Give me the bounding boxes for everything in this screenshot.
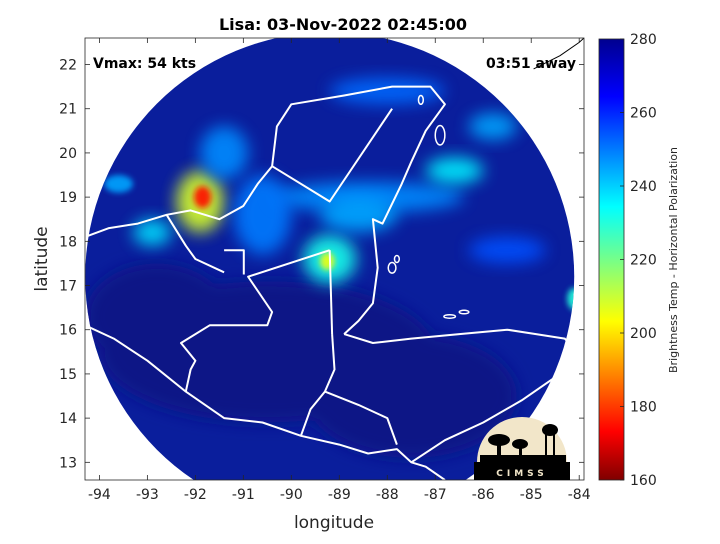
brightness-feature-8 — [104, 175, 133, 193]
colorbar-tick-label: 180 — [630, 400, 657, 416]
x-tick-label: -93 — [136, 487, 159, 503]
land-cold-area-2 — [85, 263, 229, 370]
brightness-feature-6 — [233, 175, 292, 255]
x-axis-label: longitude — [294, 513, 374, 533]
y-tick-label: 14 — [59, 411, 77, 427]
x-tick-label: -84 — [568, 487, 591, 503]
colorbar-tick-label: 160 — [630, 473, 657, 489]
y-tick-label: 13 — [59, 455, 77, 471]
x-tick-label: -88 — [376, 487, 399, 503]
x-tick-label: -87 — [424, 487, 447, 503]
colorbar-tick-label: 280 — [630, 32, 657, 48]
brightness-feature-4 — [272, 181, 465, 213]
colorbar-tick-label: 240 — [630, 179, 657, 195]
coastline-gulf-coast — [85, 165, 273, 238]
coastline-hn-ni-border — [410, 372, 584, 464]
y-axis-label: latitude — [32, 226, 52, 291]
colorbar-tick-label: 220 — [630, 253, 657, 269]
x-tick-label: -91 — [232, 487, 255, 503]
island-2 — [443, 313, 457, 319]
logo-silhouette — [480, 424, 566, 462]
brightness-feature-5 — [425, 157, 484, 184]
coastline-honduras-coast — [343, 328, 584, 362]
brightness-feature-11 — [329, 77, 445, 105]
coastline-campeche-yucatan-border — [271, 108, 393, 203]
colorbar-tick-label: 200 — [630, 326, 657, 342]
cimss-logo: CIMSS — [474, 417, 570, 480]
y-tick-label: 20 — [59, 146, 77, 162]
island-3 — [458, 309, 470, 315]
y-tick-label: 17 — [59, 279, 77, 295]
y-axis-ticks: 13 14 15 16 17 18 19 20 21 22 — [59, 58, 584, 471]
coastline-mx-gt-border — [180, 249, 331, 392]
island-5 — [393, 254, 401, 264]
coastline-cuba — [533, 38, 584, 70]
land-cold-region — [85, 263, 517, 458]
coastline-hn-sv-border — [324, 390, 398, 445]
y-tick-label: 18 — [59, 234, 77, 250]
y-tick-label: 22 — [59, 58, 77, 74]
logo-bar — [474, 462, 570, 480]
brightness-feature-3 — [320, 252, 335, 271]
x-tick-label: -89 — [328, 487, 351, 503]
coastline-mx-border-north — [224, 249, 245, 275]
island-0 — [434, 124, 446, 146]
brightness-feature-14 — [468, 236, 546, 264]
x-tick-label: -85 — [520, 487, 543, 503]
plot-area: -94 -93 -92 -91 -90 -89 -88 -87 -86 -85 -84 13 14 15… — [32, 15, 591, 533]
logo-text: CIMSS — [496, 469, 547, 479]
colorbar: 160 180 200 220 240 260 280 Brightness Temp - … — [598, 32, 680, 489]
island-4 — [387, 261, 397, 274]
brightness-feature-12 — [200, 126, 249, 180]
y-tick-label: 16 — [59, 323, 77, 339]
coastline-gt-bz-border — [328, 250, 334, 335]
brightness-feature-10 — [320, 197, 397, 233]
brightness-feature-7 — [132, 219, 172, 246]
coastlines — [85, 38, 584, 480]
colorbar-gradient — [598, 38, 625, 481]
coastline-gulf-border — [165, 214, 225, 274]
island-1 — [417, 94, 425, 106]
chart-title: Lisa: 03-Nov-2022 02:45:00 — [219, 15, 467, 34]
colorbar-tick-label: 260 — [630, 106, 657, 122]
x-axis-ticks: -94 -93 -92 -91 -90 -89 -88 -87 -86 -85 -84 — [88, 38, 591, 503]
brightness-feature-9 — [468, 113, 517, 140]
y-tick-label: 15 — [59, 367, 77, 383]
axes-frame — [84, 37, 585, 481]
time-away-label: 03:51 away — [486, 56, 576, 72]
x-tick-label: -90 — [280, 487, 303, 503]
brightness-feature-13 — [567, 287, 575, 310]
y-tick-label: 19 — [59, 190, 77, 206]
coastline-yucatan — [271, 85, 446, 335]
vmax-label: Vmax: 54 kts — [93, 56, 196, 72]
colorbar-ticks: 160 180 200 220 240 260 280 — [620, 32, 657, 489]
y-tick-label: 21 — [59, 102, 77, 118]
colorbar-label: Brightness Temp - Horizontal Polarizatio… — [667, 147, 680, 373]
x-tick-label: -86 — [472, 487, 495, 503]
brightness-feature-1 — [193, 186, 212, 209]
land-cold-area-1 — [305, 334, 517, 458]
x-tick-label: -94 — [88, 487, 111, 503]
x-tick-label: -92 — [184, 487, 207, 503]
